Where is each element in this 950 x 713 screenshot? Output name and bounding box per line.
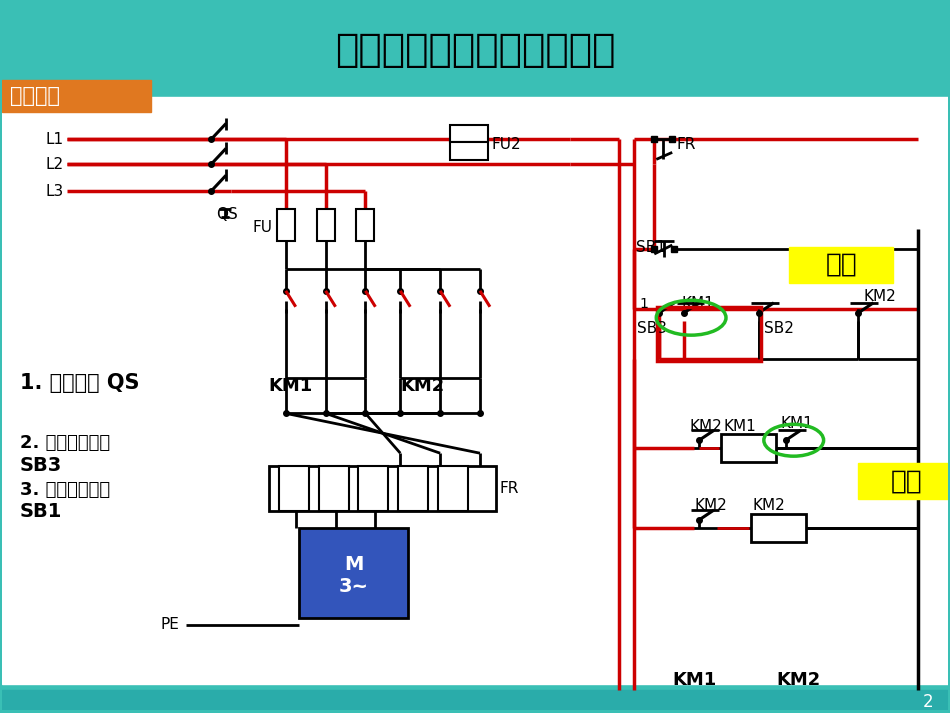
Text: SB1: SB1 [20, 503, 62, 521]
Text: FR: FR [676, 137, 695, 152]
Text: KM2: KM2 [689, 419, 722, 434]
Bar [438, 466, 468, 511]
Bar [2, 690, 948, 710]
Bar [316, 209, 334, 241]
Text: FU2: FU2 [492, 137, 522, 152]
Text: 互锁: 互锁 [890, 468, 922, 494]
Text: L1: L1 [46, 132, 64, 147]
Text: M
3~: M 3~ [338, 555, 369, 596]
Bar [318, 466, 349, 511]
Text: FR: FR [500, 481, 520, 496]
Text: SB3: SB3 [20, 456, 62, 475]
Bar [356, 209, 374, 241]
Bar [269, 466, 496, 511]
Text: L2: L2 [46, 157, 64, 172]
Bar [398, 466, 428, 511]
Bar [2, 97, 948, 684]
Text: KM1: KM1 [672, 671, 716, 689]
Bar [358, 466, 389, 511]
Text: 自锁: 自锁 [826, 252, 858, 278]
Text: KM1: KM1 [269, 377, 314, 396]
Bar [276, 209, 294, 241]
Text: 复习回顾: 复习回顾 [10, 86, 60, 106]
Text: SB2: SB2 [764, 321, 793, 337]
Text: KM2: KM2 [776, 671, 821, 689]
Text: KM2: KM2 [864, 289, 896, 304]
Text: KM1: KM1 [723, 419, 756, 434]
Text: FU: FU [253, 220, 273, 235]
Text: SB3: SB3 [637, 321, 667, 337]
Bar [298, 528, 408, 617]
Text: KM1: KM1 [681, 297, 714, 312]
Text: SB1: SB1 [636, 240, 666, 255]
Text: KM2: KM2 [400, 377, 445, 396]
Bar [788, 247, 893, 283]
Text: QS: QS [216, 207, 238, 222]
Text: PE: PE [161, 617, 180, 632]
Bar [657, 307, 761, 361]
Text: 2: 2 [922, 693, 933, 711]
Bar [2, 80, 151, 111]
Text: 2. 按下启动按钮: 2. 按下启动按钮 [20, 434, 110, 452]
Bar [721, 434, 776, 462]
Bar [278, 466, 309, 511]
Text: KM1: KM1 [781, 416, 813, 431]
Text: 接触器联锁正反转控制电路: 接触器联锁正反转控制电路 [334, 31, 616, 68]
Text: 3. 按下停止按钮: 3. 按下停止按钮 [20, 481, 110, 499]
Text: 1. 闭合开关 QS: 1. 闭合开关 QS [20, 374, 140, 394]
Text: 1: 1 [639, 297, 648, 311]
Text: KM2: KM2 [694, 498, 727, 513]
Text: KM2: KM2 [753, 498, 786, 513]
Bar [450, 125, 488, 143]
Bar [450, 143, 488, 160]
Bar [859, 463, 950, 499]
Bar [750, 514, 806, 542]
Text: L3: L3 [46, 184, 64, 199]
